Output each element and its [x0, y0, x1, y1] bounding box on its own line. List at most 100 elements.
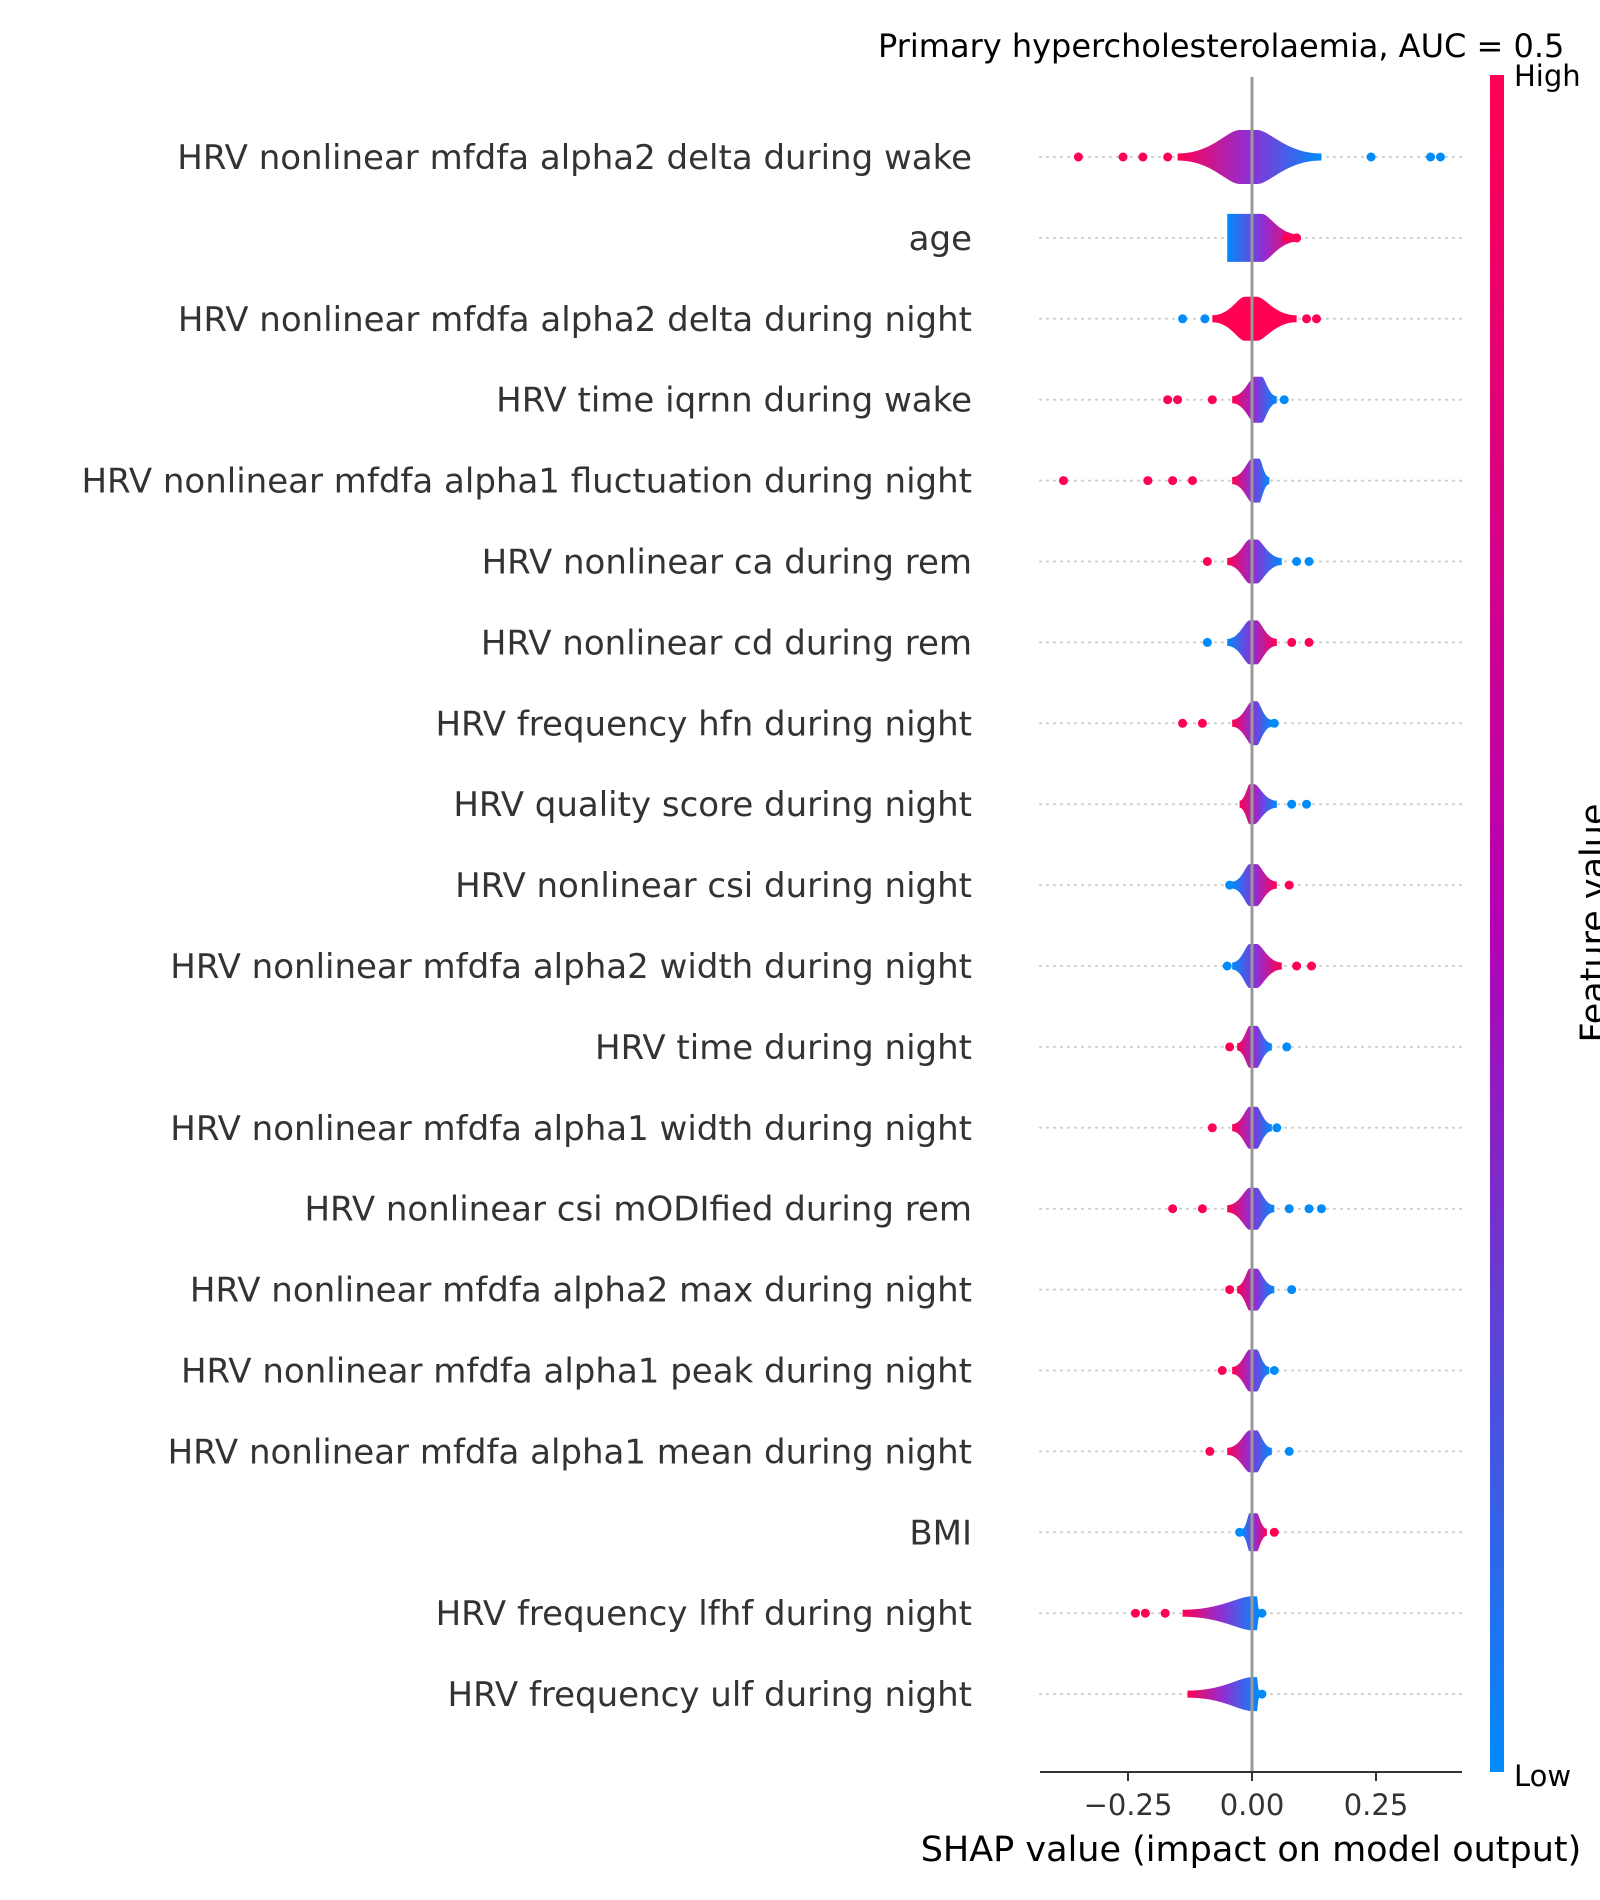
outlier-point-low	[1284, 1204, 1294, 1214]
outlier-point-low	[1279, 395, 1289, 405]
outlier-point-low	[1200, 314, 1210, 324]
feature-label: HRV nonlinear mfdfa alpha1 fluctuation d…	[81, 462, 972, 502]
feature-row: HRV nonlinear mfdfa alpha1 mean during n…	[168, 1430, 1463, 1473]
violin-shape	[1242, 1513, 1267, 1552]
outlier-point-low	[1282, 1042, 1292, 1052]
feature-label: HRV nonlinear mfdfa alpha2 max during ni…	[190, 1271, 972, 1311]
outlier-point-high	[1282, 233, 1292, 243]
violin-shape	[1232, 944, 1282, 988]
outlier-point-high	[1168, 1204, 1178, 1214]
feature-row: HRV nonlinear mfdfa alpha2 delta during …	[178, 296, 1463, 341]
outlier-point-low	[1202, 637, 1212, 647]
outlier-point-high	[1225, 1042, 1235, 1052]
violin-shape	[1177, 130, 1322, 184]
feature-label: HRV nonlinear ca during rem	[482, 543, 972, 583]
feature-label: HRV nonlinear mfdfa alpha1 mean during n…	[168, 1432, 972, 1472]
outlier-point-low	[1235, 1527, 1245, 1537]
outlier-point-low	[1292, 557, 1302, 566]
outlier-point-high	[1302, 314, 1312, 324]
feature-row: HRV nonlinear ca during rem	[482, 539, 1463, 584]
outlier-point-low	[1316, 1204, 1326, 1214]
outlier-point-high	[1207, 395, 1217, 405]
outlier-point-low	[1225, 880, 1235, 890]
outlier-point-high	[1269, 1527, 1279, 1537]
feature-label: age	[909, 219, 972, 259]
violin-shape	[1239, 784, 1277, 825]
x-axis-ticks: −0.25 0.00 0.25	[1084, 1772, 1409, 1822]
outlier-point-low	[1284, 1446, 1294, 1456]
outlier-point-low	[1272, 1123, 1282, 1133]
outlier-point-low	[1257, 1689, 1267, 1699]
outlier-point-high	[1073, 152, 1083, 162]
feature-row: HRV nonlinear csi during night	[455, 864, 1463, 907]
outlier-point-high	[1138, 152, 1148, 162]
feature-row: HRV frequency lfhf during night	[436, 1594, 1463, 1634]
colorbar-gradient	[1490, 75, 1504, 1772]
feature-label: HRV time during night	[595, 1028, 972, 1068]
feature-row: HRV nonlinear csi mODIfied during rem	[304, 1187, 1463, 1230]
violin-shape	[1237, 1268, 1275, 1311]
violin-shape	[1227, 539, 1282, 584]
outlier-point-high	[1140, 1608, 1150, 1618]
outlier-point-low	[1304, 1204, 1314, 1214]
feature-row: BMI	[909, 1513, 1463, 1553]
feature-label: HRV nonlinear mfdfa alpha2 delta during …	[177, 138, 972, 178]
feature-label: HRV nonlinear mfdfa alpha2 delta during …	[178, 300, 972, 340]
outlier-point-low	[1287, 1285, 1297, 1295]
colorbar-title: Feature value	[1574, 804, 1600, 1043]
outlier-point-high	[1168, 476, 1178, 486]
feature-label: HRV frequency ulf during night	[448, 1675, 972, 1715]
outlier-point-low	[1435, 152, 1445, 162]
outlier-point-high	[1225, 1285, 1235, 1295]
feature-row: HRV frequency hfn during night	[435, 701, 1463, 746]
x-tick-label: −0.25	[1084, 1788, 1173, 1822]
outlier-point-low	[1269, 1366, 1279, 1375]
violin-shape	[1187, 1677, 1260, 1712]
feature-row: HRV nonlinear mfdfa alpha1 fluctuation d…	[81, 458, 1463, 503]
feature-row: HRV nonlinear mfdfa alpha2 width during …	[170, 944, 1463, 988]
violin-shape	[1232, 376, 1277, 423]
outlier-point-low	[1287, 799, 1297, 809]
colorbar-low-label: Low	[1514, 1759, 1571, 1793]
outlier-point-high	[1173, 395, 1183, 405]
outlier-point-high	[1304, 637, 1314, 647]
feature-row: HRV nonlinear mfdfa alpha2 delta during …	[177, 130, 1463, 184]
feature-row: HRV nonlinear cd during rem	[481, 620, 1463, 665]
violin-shape	[1212, 296, 1297, 341]
outlier-point-high	[1163, 395, 1173, 405]
feature-label: HRV nonlinear mfdfa alpha2 width during …	[170, 947, 972, 987]
feature-label: HRV nonlinear mfdfa alpha1 peak during n…	[181, 1352, 972, 1392]
outlier-point-high	[1207, 1123, 1217, 1133]
feature-row: HRV time during night	[595, 1025, 1463, 1068]
violin-shape	[1227, 213, 1300, 262]
outlier-point-high	[1287, 637, 1297, 647]
outlier-point-high	[1163, 152, 1173, 162]
outlier-point-high	[1178, 718, 1188, 728]
outlier-point-low	[1222, 961, 1232, 971]
feature-label: BMI	[909, 1513, 972, 1553]
outlier-point-high	[1160, 1608, 1170, 1618]
outlier-point-low	[1302, 799, 1312, 809]
x-tick-label: 0.25	[1344, 1788, 1409, 1822]
violin-shape	[1182, 1596, 1260, 1631]
colorbar-high-label: High	[1514, 59, 1581, 93]
feature-rows: HRV nonlinear mfdfa alpha2 delta during …	[81, 130, 1463, 1715]
outlier-point-low	[1426, 152, 1436, 162]
feature-label: HRV nonlinear csi during night	[455, 866, 972, 906]
x-tick-label: 0.00	[1220, 1788, 1285, 1822]
outlier-point-high	[1059, 476, 1069, 486]
outlier-point-high	[1217, 1366, 1227, 1375]
feature-row: age	[909, 213, 1463, 262]
chart-title: Primary hypercholesterolaemia, AUC = 0.5	[878, 27, 1564, 65]
outlier-point-low	[1304, 557, 1314, 566]
feature-row: HRV quality score during night	[453, 784, 1463, 825]
feature-row: HRV nonlinear mfdfa alpha1 peak during n…	[181, 1349, 1463, 1392]
outlier-point-high	[1187, 476, 1197, 486]
outlier-point-high	[1292, 233, 1302, 243]
outlier-point-high	[1307, 961, 1317, 971]
outlier-point-high	[1143, 476, 1153, 486]
feature-row: HRV frequency ulf during night	[448, 1675, 1463, 1715]
feature-label: HRV frequency lfhf during night	[436, 1594, 972, 1634]
outlier-point-high	[1118, 152, 1128, 162]
